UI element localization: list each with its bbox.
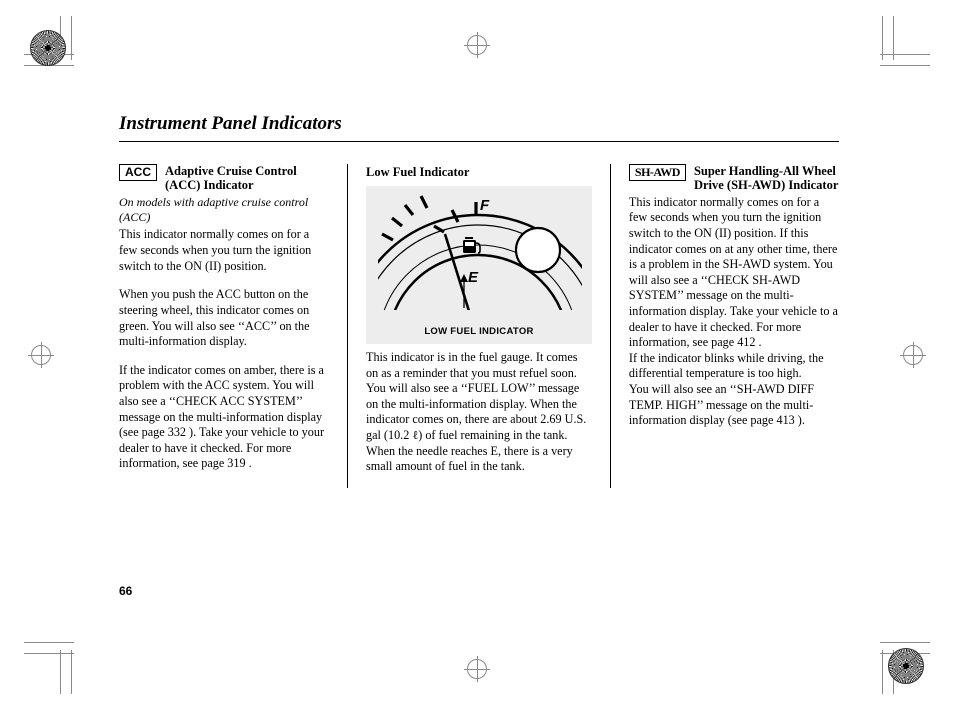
- crop-mark: [24, 653, 74, 654]
- shawd-para-3: You will also see an ‘‘SH-AWD DIFF TEMP.…: [629, 382, 839, 429]
- crop-mark: [880, 54, 930, 55]
- column-low-fuel: Low Fuel Indicator: [366, 164, 592, 488]
- shawd-header: SH-AWD Super Handling-All Wheel Drive (S…: [629, 164, 839, 193]
- crop-mark: [60, 650, 61, 694]
- column-divider: [610, 164, 611, 488]
- page-content: Instrument Panel Indicators ACC Adaptive…: [119, 113, 839, 488]
- low-fuel-heading: Low Fuel Indicator: [366, 164, 592, 180]
- page-title: Instrument Panel Indicators: [119, 113, 839, 135]
- crop-mark: [71, 650, 72, 694]
- registration-mark-icon: [464, 656, 490, 682]
- acc-para-2: When you push the ACC button on the stee…: [119, 287, 329, 349]
- gauge-full-label: F: [480, 197, 490, 214]
- acc-heading: Adaptive Cruise Control (ACC) Indicator: [165, 164, 329, 193]
- crop-mark: [893, 16, 894, 60]
- column-shawd: SH-AWD Super Handling-All Wheel Drive (S…: [629, 164, 839, 488]
- title-rule: [119, 141, 839, 142]
- registration-mark-icon: [464, 32, 490, 58]
- low-fuel-caption: LOW FUEL INDICATOR: [366, 326, 592, 338]
- acc-badge-icon: ACC: [119, 164, 157, 181]
- low-fuel-para: This indicator is in the fuel gauge. It …: [366, 350, 592, 475]
- shawd-badge-icon: SH-AWD: [629, 164, 686, 181]
- column-divider: [347, 164, 348, 488]
- color-rosette-icon: [888, 648, 924, 684]
- acc-para-3: If the indicator comes on amber, there i…: [119, 363, 329, 472]
- low-fuel-figure: F E LOW FUEL INDICATOR: [366, 186, 592, 344]
- shawd-para-2: If the indicator blinks while driving, t…: [629, 351, 839, 382]
- crop-mark: [880, 642, 930, 643]
- crop-mark: [880, 65, 930, 66]
- crop-mark: [71, 16, 72, 60]
- gauge-empty-label: E: [468, 269, 479, 286]
- color-rosette-icon: [30, 30, 66, 66]
- columns: ACC Adaptive Cruise Control (ACC) Indica…: [119, 164, 839, 488]
- crop-mark: [24, 642, 74, 643]
- crop-mark: [882, 16, 883, 60]
- shawd-para-1: This indicator normally comes on for a f…: [629, 195, 839, 351]
- registration-mark-icon: [900, 342, 926, 368]
- shawd-heading: Super Handling-All Wheel Drive (SH-AWD) …: [694, 164, 839, 193]
- page-number: 66: [119, 584, 132, 598]
- fuel-gauge-icon: F E: [378, 190, 582, 324]
- acc-header: ACC Adaptive Cruise Control (ACC) Indica…: [119, 164, 329, 193]
- crop-mark: [882, 650, 883, 694]
- column-acc: ACC Adaptive Cruise Control (ACC) Indica…: [119, 164, 329, 488]
- registration-mark-icon: [28, 342, 54, 368]
- acc-subnote: On models with adaptive cruise control (…: [119, 195, 329, 226]
- acc-para-1: This indicator normally comes on for a f…: [119, 227, 329, 274]
